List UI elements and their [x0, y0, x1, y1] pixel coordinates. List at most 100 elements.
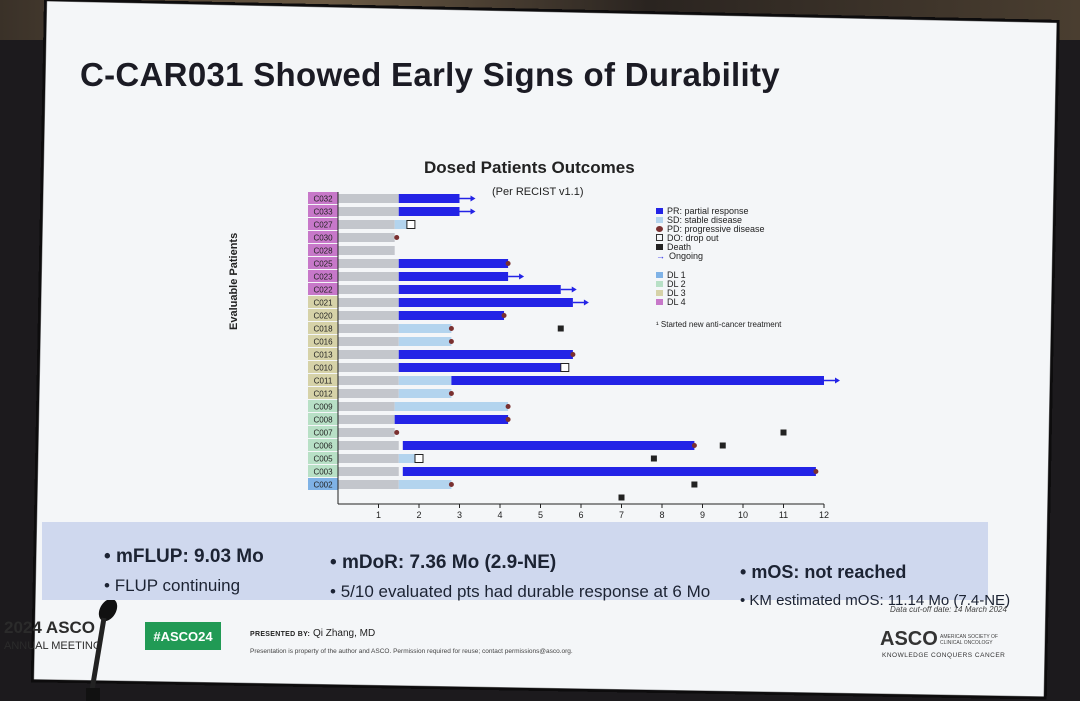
patient-id-label: C016 [313, 338, 333, 347]
chart-legend: PR: partial response SD: stable disease … [656, 206, 765, 307]
patient-id-label: C010 [313, 364, 333, 373]
patient-id-cell [308, 322, 338, 334]
baseline-bar [338, 337, 399, 346]
death-marker [557, 325, 564, 332]
partial-response-bar [451, 376, 824, 385]
patient-id-label: C027 [313, 221, 333, 230]
dropout-marker [406, 220, 416, 229]
baseline-bar [338, 350, 399, 359]
baseline-bar [338, 467, 399, 476]
x-tick-label: 11 [779, 510, 788, 520]
patient-id-cell [308, 270, 338, 282]
partial-response-bar [398, 194, 460, 203]
chart-subtitle: (Per RECIST v1.1) [492, 186, 584, 198]
baseline-bar [338, 389, 399, 398]
legend-dl2: DL 2 [656, 279, 765, 289]
asco-logo: ASCO [880, 628, 938, 650]
stable-disease-bar [394, 220, 407, 229]
summary-mos: • mOS: not reached [740, 562, 907, 582]
baseline-bar [338, 311, 399, 320]
legend-pr: PR: partial response [656, 206, 765, 216]
progressive-disease-marker [505, 417, 511, 422]
patient-id-cell [308, 452, 338, 464]
baseline-bar [338, 415, 395, 424]
patient-id-label: C008 [313, 416, 333, 425]
chart-title: Dosed Patients Outcomes [424, 158, 635, 177]
x-tick-label: 6 [578, 510, 583, 520]
baseline-bar [338, 285, 399, 294]
legend-dl4: DL 4 [656, 297, 765, 307]
dropout-marker [560, 363, 570, 372]
stable-disease-bar [398, 454, 419, 463]
patient-id-label: C033 [313, 208, 333, 217]
partial-response-bar [398, 259, 509, 268]
death-marker [780, 429, 787, 436]
partial-response-bar [398, 350, 573, 359]
baseline-bar [338, 233, 395, 242]
x-tick-label: 3 [457, 510, 462, 520]
patient-id-label: C005 [313, 455, 333, 464]
asco-tagline: KNOWLEDGE CONQUERS CANCER [882, 652, 1006, 659]
patient-id-cell [308, 361, 338, 373]
partial-response-bar [398, 272, 509, 281]
patient-id-cell [308, 387, 338, 399]
slide-title: C-CAR031 Showed Early Signs of Durabilit… [80, 56, 780, 93]
patient-id-cell [308, 374, 338, 386]
progressive-disease-marker [394, 235, 400, 240]
microphone-icon [86, 600, 118, 701]
patient-id-label: C012 [313, 390, 333, 399]
progressive-disease-marker [505, 261, 511, 266]
stable-disease-bar [398, 389, 452, 398]
stable-disease-bar [398, 376, 452, 385]
legend-ongoing: → Ongoing [656, 250, 704, 261]
partial-response-bar [402, 467, 816, 476]
meeting-logo-sub: ANNUAL MEETING [4, 640, 102, 652]
baseline-bar [338, 259, 399, 268]
legend-sd: SD: stable disease [656, 215, 765, 225]
progressive-disease-marker [505, 404, 511, 409]
progressive-disease-marker [813, 469, 819, 474]
patient-id-label: C023 [313, 273, 333, 282]
partial-response-bar [402, 441, 695, 450]
death-marker [650, 455, 657, 462]
patient-id-cell [308, 335, 338, 347]
baseline-bar [338, 324, 399, 333]
patient-id-cell [308, 348, 338, 360]
legend-do: DO: drop out [656, 233, 765, 243]
patient-id-cell [308, 244, 338, 256]
patient-id-cell [308, 257, 338, 269]
legend-dl1: DL 1 [656, 270, 765, 280]
partial-response-bar [398, 311, 505, 320]
stable-disease-bar [398, 324, 452, 333]
patient-id-label: C020 [313, 312, 333, 321]
progressive-disease-marker [501, 313, 507, 318]
progressive-disease-marker [394, 430, 400, 435]
patient-id-label: C013 [313, 351, 333, 360]
hashtag-badge: #ASCO24 [145, 622, 221, 650]
baseline-bar [338, 246, 395, 255]
ongoing-arrowhead [835, 377, 840, 384]
stable-disease-bar [394, 402, 509, 411]
x-tick-label: 5 [538, 510, 543, 520]
data-cutoff: Data cut-off date: 14 March 2024 [890, 605, 1007, 614]
patient-id-label: C022 [313, 286, 333, 295]
x-tick-label: 4 [497, 510, 502, 520]
patient-id-cell [308, 400, 338, 412]
baseline-bar [338, 480, 399, 489]
ongoing-arrowhead [519, 273, 525, 280]
baseline-bar [338, 207, 399, 216]
partial-response-bar [394, 415, 509, 424]
partial-response-bar [398, 363, 565, 372]
patient-id-cell [308, 309, 338, 321]
baseline-bar [338, 441, 399, 450]
patient-id-label: C028 [313, 247, 333, 256]
asco-society: AMERICAN SOCIETY OF CLINICAL ONCOLOGY [940, 634, 998, 646]
progressive-disease-marker [570, 352, 576, 357]
patient-id-cell [308, 205, 338, 217]
patient-id-cell [308, 478, 338, 490]
patient-id-cell [308, 231, 338, 243]
patient-id-label: C003 [313, 468, 333, 477]
x-tick-label: 8 [659, 510, 664, 520]
baseline-bar [338, 272, 399, 281]
partial-response-bar [398, 298, 573, 307]
